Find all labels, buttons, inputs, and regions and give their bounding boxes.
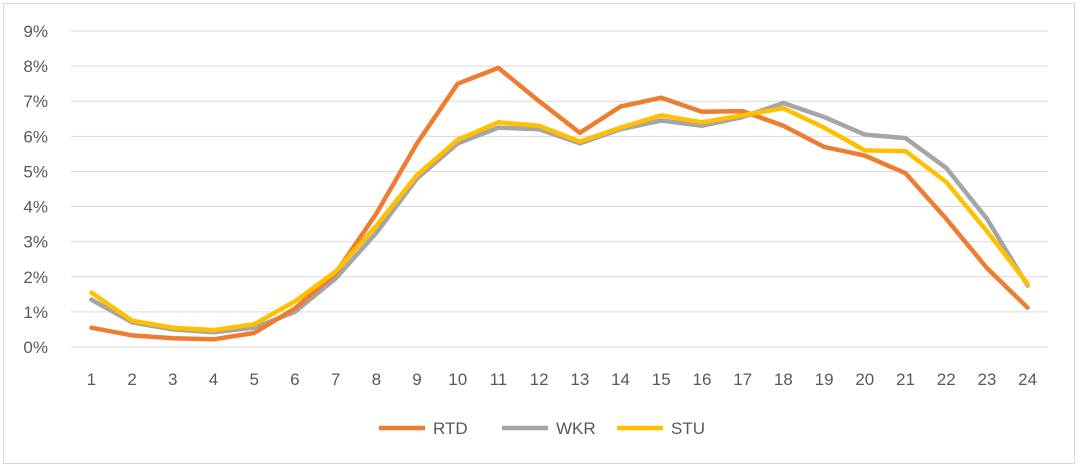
gridlines [71, 30, 1048, 348]
x-tick-label: 20 [855, 370, 874, 389]
x-tick-label: 1 [87, 370, 96, 389]
y-tick-label: 2% [23, 268, 48, 287]
y-tick-label: 3% [23, 233, 48, 252]
x-tick-label: 12 [530, 370, 549, 389]
legend: RTD WKR STU [379, 419, 705, 438]
x-tick-label: 23 [977, 370, 996, 389]
x-tick-label: 3 [168, 370, 177, 389]
series-line-rtd [89, 65, 1030, 342]
y-tick-label: 1% [23, 303, 48, 322]
x-tick-label: 4 [209, 370, 218, 389]
y-tick-label: 5% [23, 162, 48, 181]
x-tick-label: 8 [372, 370, 381, 389]
y-tick-label: 9% [23, 22, 48, 41]
x-tick-label: 15 [652, 370, 671, 389]
y-tick-label: 7% [23, 92, 48, 111]
x-tick-label: 19 [815, 370, 834, 389]
x-tick-label: 9 [412, 370, 421, 389]
y-axis-tick-labels: 0% 1% 2% 3% 4% 5% 6% 7% 8% 9% [23, 22, 48, 357]
x-tick-label: 16 [693, 370, 712, 389]
x-tick-label: 22 [937, 370, 956, 389]
legend-label-rtd: RTD [433, 419, 468, 438]
x-tick-label: 24 [1018, 370, 1037, 389]
x-tick-label: 18 [774, 370, 793, 389]
series-line-wkr [89, 100, 1030, 335]
x-tick-label: 7 [331, 370, 340, 389]
x-tick-label: 5 [249, 370, 258, 389]
x-tick-label: 21 [896, 370, 915, 389]
chart-frame [3, 3, 1075, 464]
series-line-stu [89, 105, 1030, 333]
x-tick-label: 11 [490, 370, 508, 389]
x-axis-tick-labels: 1 2 3 4 5 6 7 8 9 10 11 12 13 14 15 16 17 18 19 20 21 22 23 24 [87, 370, 1037, 389]
x-tick-label: 13 [570, 370, 589, 389]
y-tick-label: 4% [23, 198, 48, 217]
legend-label-stu: STU [671, 419, 705, 438]
x-tick-label: 14 [611, 370, 630, 389]
series-lines [89, 65, 1030, 342]
y-tick-label: 6% [23, 127, 48, 146]
y-tick-label: 0% [23, 338, 48, 357]
x-tick-label: 6 [290, 370, 299, 389]
x-tick-label: 17 [733, 370, 752, 389]
y-tick-label: 8% [23, 57, 48, 76]
x-tick-label: 10 [448, 370, 467, 389]
legend-label-wkr: WKR [556, 419, 596, 438]
x-tick-label: 2 [127, 370, 136, 389]
